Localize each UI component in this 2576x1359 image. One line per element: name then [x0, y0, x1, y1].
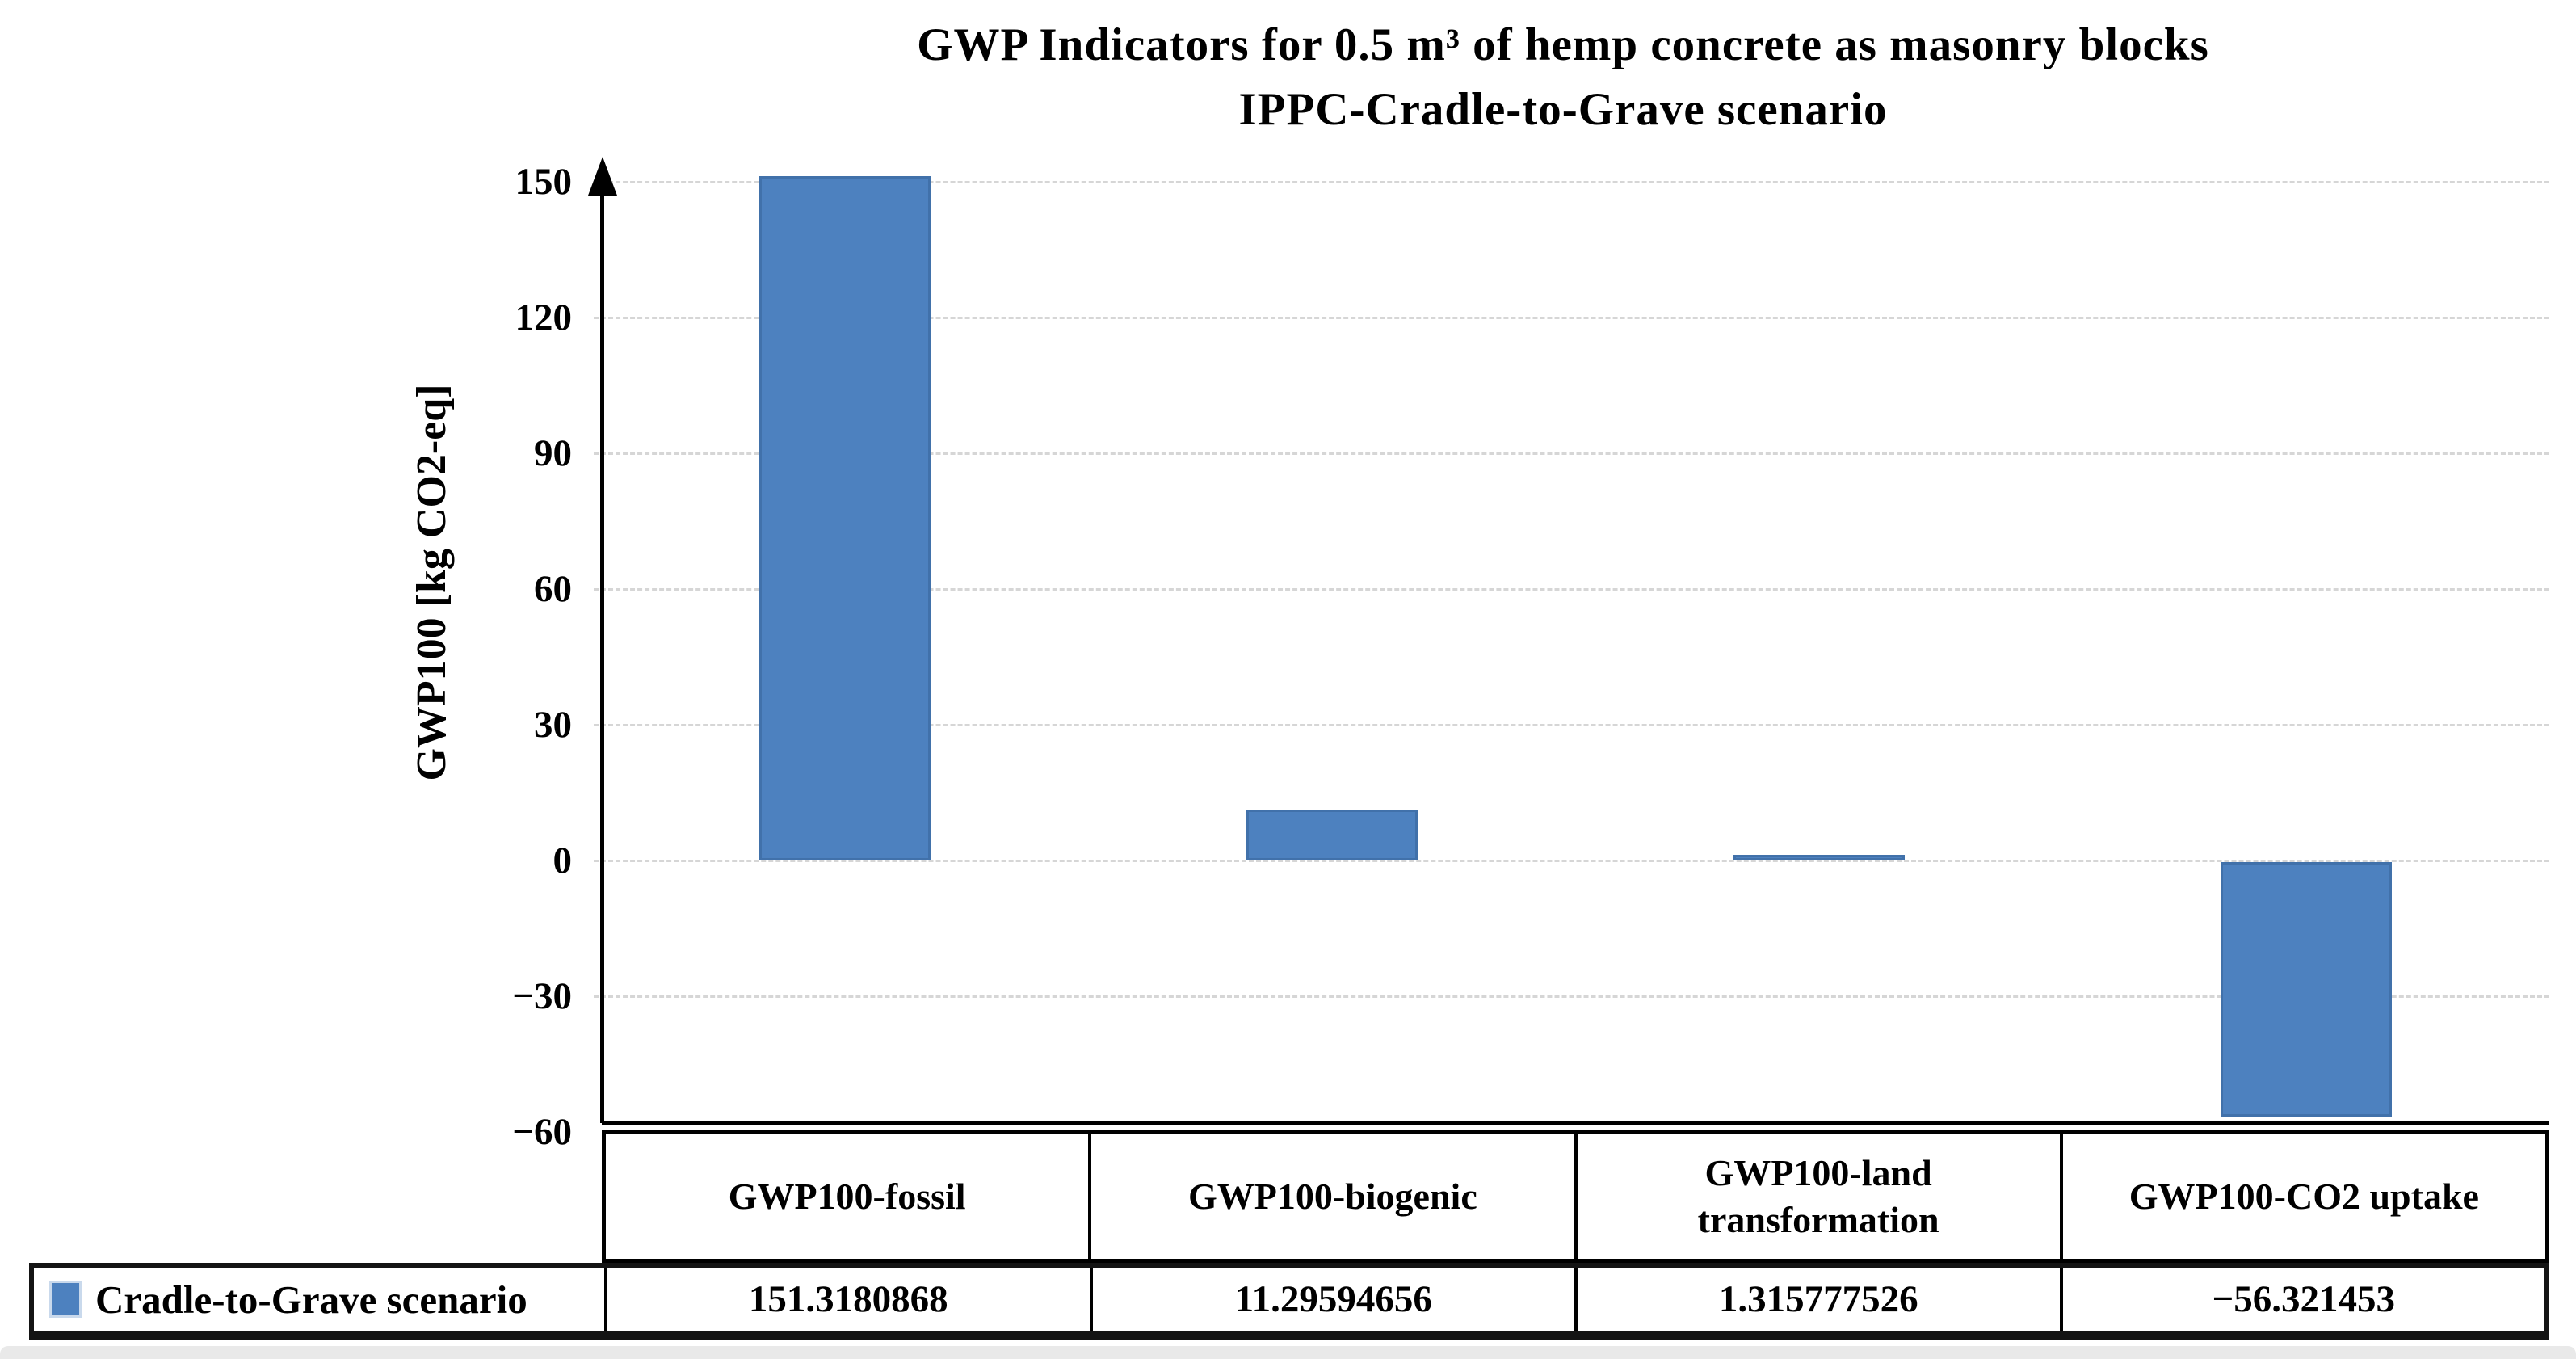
horizontal-scrollbar-track[interactable] — [0, 1346, 2576, 1359]
category-header-gwp100-biogenic: GWP100-biogenic — [1088, 1134, 1574, 1259]
legend-marker-swatch — [52, 1283, 79, 1315]
category-header-gwp100-fossil: GWP100-fossil — [728, 1176, 966, 1217]
y-tick-label--30: −30 — [512, 975, 572, 1017]
chart-title: GWP Indicators for 0.5 m³ of hemp concre… — [565, 13, 2561, 142]
category-header-gwp100-land-transformation: GWP100-land transformation — [1574, 1134, 2060, 1259]
value-cell-gwp100-fossil: 151.3180868 — [604, 1268, 1090, 1331]
bar-gwp100-biogenic[interactable] — [1246, 809, 1418, 860]
gridline-y-120 — [594, 317, 2549, 319]
y-tick-label-150: 150 — [515, 161, 573, 203]
bar-gwp100-fossil[interactable] — [759, 175, 931, 860]
gridline-y-90 — [594, 452, 2549, 455]
y-tick-label-120: 120 — [515, 297, 573, 339]
value-cell-gwp100-land-transformation: 1.315777526 — [1574, 1268, 2060, 1331]
data-table-row: Cradle-to-Grave scenario 151.3180868 11.2… — [29, 1263, 2549, 1340]
category-header-row: GWP100-fossil GWP100-biogenic GWP100-land … — [602, 1130, 2549, 1263]
x-axis-line — [602, 1121, 2549, 1125]
y-tick-label--60: −60 — [512, 1111, 572, 1153]
y-axis-line — [600, 191, 604, 1123]
y-tick-label-90: 90 — [534, 432, 572, 474]
gridline-y--30 — [594, 995, 2549, 998]
y-axis-arrowhead-icon — [588, 157, 617, 196]
gridline-y-30 — [594, 724, 2549, 726]
bar-gwp100-land-transformation[interactable] — [1733, 854, 1905, 860]
chart-title-line1: GWP Indicators for 0.5 m³ of hemp concre… — [917, 19, 2209, 70]
gridline-y-150 — [594, 181, 2549, 183]
gridline-y-60 — [594, 588, 2549, 591]
y-tick-label-0: 0 — [553, 839, 573, 881]
bar-gwp100-co2-uptake[interactable] — [2220, 862, 2392, 1117]
value-cell-gwp100-co2-uptake: −56.321453 — [2059, 1268, 2545, 1331]
y-tick-label-60: 60 — [534, 568, 572, 610]
value-cell-gwp100-biogenic: 11.29594656 — [1089, 1268, 1575, 1331]
y-tick-label-30: 30 — [534, 704, 572, 746]
category-header-gwp100-co2-uptake: GWP100-CO2 uptake — [2059, 1134, 2545, 1259]
legend-label: Cradle-to-Grave scenario — [95, 1277, 527, 1322]
gridline-y-0 — [594, 860, 2549, 862]
legend-cell: Cradle-to-Grave scenario — [34, 1268, 604, 1331]
chart-title-line2: IPPC-Cradle-to-Grave scenario — [1238, 84, 1888, 135]
